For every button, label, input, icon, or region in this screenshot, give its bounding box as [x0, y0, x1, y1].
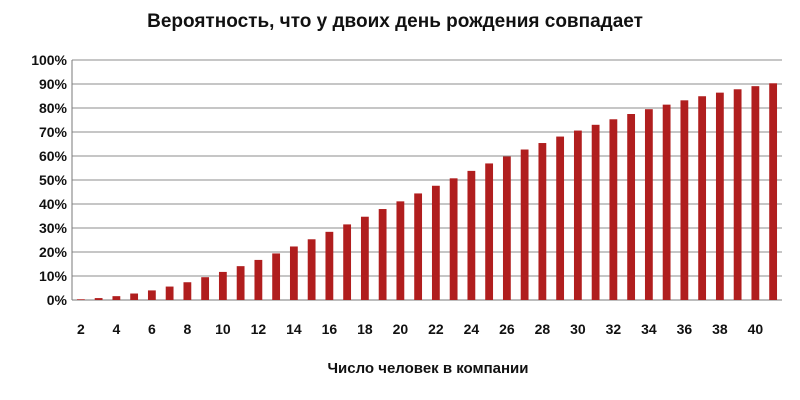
bar-17	[343, 224, 352, 300]
bar-25	[485, 163, 494, 300]
bar-3	[94, 298, 103, 300]
y-tick-label: 100%	[31, 52, 67, 68]
x-tick-label: 20	[393, 321, 409, 337]
x-tick-label: 22	[428, 321, 444, 337]
bar-37	[698, 96, 707, 301]
bar-16	[325, 231, 334, 300]
x-tick-label: 16	[322, 321, 338, 337]
bar-35	[662, 104, 671, 300]
y-tick-label: 40%	[39, 196, 68, 212]
bar-28	[538, 143, 547, 300]
bar-6	[147, 290, 156, 300]
y-tick-label: 70%	[39, 124, 68, 140]
x-tick-label: 34	[641, 321, 657, 337]
x-tick-label: 26	[499, 321, 515, 337]
bar-22	[431, 185, 440, 300]
y-tick-label: 50%	[39, 172, 68, 188]
bar-29	[556, 136, 565, 300]
bar-30	[573, 130, 582, 300]
bar-40	[751, 86, 760, 300]
x-tick-label: 6	[148, 321, 156, 337]
x-tick-label: 28	[535, 321, 551, 337]
bars	[76, 83, 778, 301]
y-tick-label: 60%	[39, 148, 68, 164]
grid-lines	[71, 59, 782, 301]
bar-11	[236, 266, 245, 300]
y-tick-label: 90%	[39, 76, 68, 92]
bar-5	[130, 293, 139, 300]
chart-title: Вероятность, что у двоих день рождения с…	[147, 11, 643, 32]
x-axis-label: Число человек в компании	[327, 360, 528, 377]
bar-18	[360, 216, 369, 300]
x-tick-label: 12	[251, 321, 267, 337]
bar-14	[289, 246, 298, 300]
bar-41	[769, 83, 778, 300]
bar-27	[520, 149, 529, 300]
bar-7	[165, 286, 174, 300]
bar-36	[680, 100, 689, 300]
bar-8	[183, 282, 192, 300]
y-tick-label: 80%	[39, 100, 68, 116]
y-tick-label: 0%	[47, 292, 68, 308]
bar-13	[272, 253, 281, 300]
bar-2	[76, 299, 85, 300]
bar-26	[502, 156, 511, 300]
bar-20	[396, 201, 405, 300]
bar-24	[467, 170, 476, 300]
bar-33	[627, 114, 636, 300]
x-tick-label: 18	[357, 321, 373, 337]
bar-12	[254, 259, 263, 300]
bar-32	[609, 119, 618, 300]
bar-23	[449, 178, 458, 300]
bar-19	[378, 209, 387, 300]
x-tick-label: 40	[748, 321, 764, 337]
bar-39	[733, 89, 742, 300]
x-tick-label: 36	[677, 321, 693, 337]
x-tick-label: 32	[606, 321, 622, 337]
x-axis-ticks: 2 4 6 8 10 12 14 16 18 20 22 24 26 28 30 32 34 36 38 40	[77, 321, 763, 337]
x-tick-label: 30	[570, 321, 586, 337]
bar-15	[307, 239, 316, 300]
x-tick-label: 10	[215, 321, 231, 337]
bar-10	[218, 271, 227, 300]
x-tick-label: 38	[712, 321, 728, 337]
bar-31	[591, 124, 600, 300]
bar-34	[644, 109, 653, 300]
x-tick-label: 2	[77, 321, 85, 337]
y-tick-label: 20%	[39, 244, 68, 260]
x-tick-label: 24	[464, 321, 480, 337]
bar-9	[201, 277, 210, 300]
x-tick-label: 4	[112, 321, 120, 337]
y-axis-ticks: 0% 10% 20% 30% 40% 50% 60% 70% 80% 90% 100%	[31, 52, 67, 308]
bar-21	[414, 193, 423, 300]
x-tick-label: 14	[286, 321, 302, 337]
y-tick-label: 10%	[39, 268, 68, 284]
x-tick-label: 8	[183, 321, 191, 337]
bar-38	[715, 92, 724, 300]
bar-4	[112, 296, 121, 300]
y-tick-label: 30%	[39, 220, 68, 236]
